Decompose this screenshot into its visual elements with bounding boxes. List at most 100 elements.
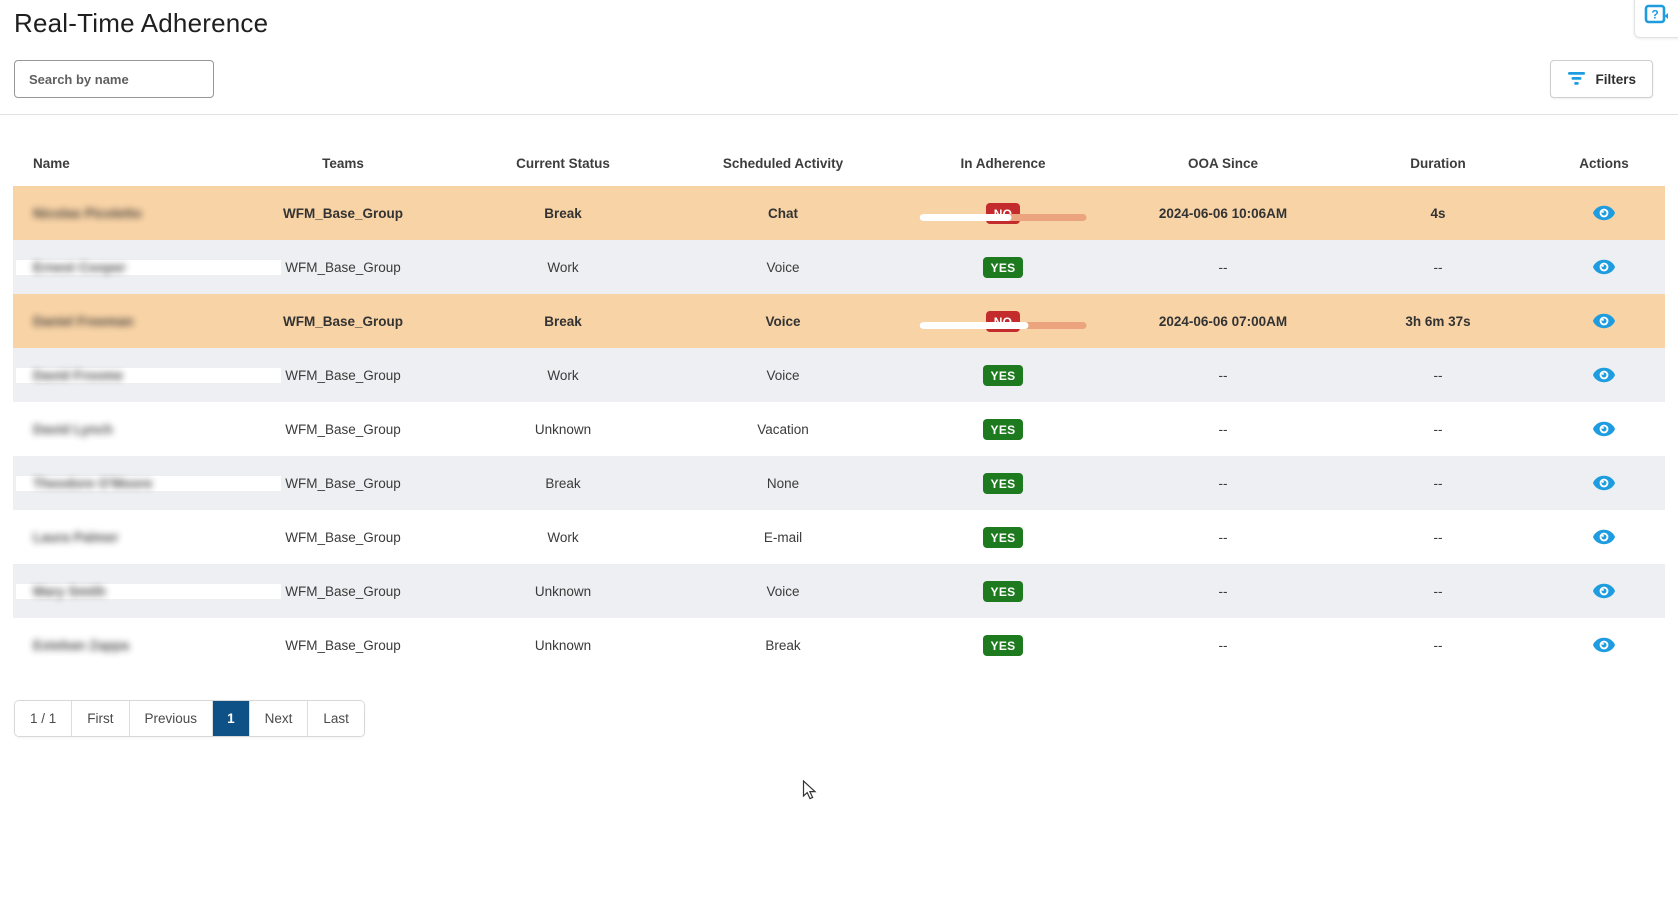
teams-cell: WFM_Base_Group — [285, 421, 401, 437]
first-page-button[interactable]: First — [72, 701, 130, 736]
next-page-button[interactable]: Next — [249, 701, 309, 736]
help-button[interactable]: ? — [1634, 0, 1678, 38]
actions-cell — [1543, 361, 1665, 390]
actions-cell — [1543, 469, 1665, 498]
header-cell-actions: Actions — [1579, 155, 1629, 171]
teams-cell: WFM_Base_Group — [285, 583, 401, 599]
ooa-since-cell: 2024-06-06 07:00AM — [1158, 313, 1288, 329]
activity-cell: Voice — [766, 367, 800, 383]
view-details-button[interactable] — [1590, 253, 1618, 281]
header-cell-current-status: Current Status — [516, 155, 610, 171]
pagination: 1 / 1 First Previous 1 Next Last — [14, 700, 365, 737]
teams-cell: WFM_Base_Group — [285, 637, 401, 653]
status-cell: Break — [544, 205, 582, 221]
name-cell: Nicolas Picoletto — [33, 205, 142, 221]
adherence-cell: YES — [893, 256, 1113, 278]
header-cell-teams: Teams — [322, 155, 364, 171]
eye-icon — [1592, 529, 1616, 552]
view-details-button[interactable] — [1590, 415, 1618, 443]
ooa-since-cell: 2024-06-06 10:06AM — [1158, 205, 1288, 221]
actions-cell — [1543, 631, 1665, 660]
adherence-badge: YES — [982, 472, 1024, 494]
adherence-badge: YES — [982, 526, 1024, 548]
ooa-since-cell: -- — [1218, 475, 1228, 491]
duration-cell: -- — [1433, 259, 1443, 275]
table-row: Theodore O'Moore WFM_Base_Group Break No… — [13, 456, 1665, 510]
view-details-button[interactable] — [1590, 307, 1618, 335]
activity-cell: Voice — [766, 583, 800, 599]
table-row: Mary Smith WFM_Base_Group Unknown Voice … — [13, 564, 1665, 618]
duration-cell: 4s — [1430, 205, 1446, 221]
previous-page-button[interactable]: Previous — [129, 701, 214, 736]
table-row: David Froome WFM_Base_Group Work Voice Y… — [13, 348, 1665, 402]
name-cell: Daniel Freeman — [33, 313, 134, 329]
current-page-button[interactable]: 1 — [213, 701, 250, 736]
table-row: Ernest Cooper WFM_Base_Group Work Voice … — [13, 240, 1665, 294]
adherence-cell: YES — [893, 418, 1113, 440]
toolbar: Filters — [14, 60, 1653, 98]
adherence-badge: YES — [982, 364, 1024, 386]
table-row: Esteban Zappa WFM_Base_Group Unknown Bre… — [13, 618, 1665, 672]
search-input[interactable] — [14, 60, 214, 98]
duration-cell: -- — [1433, 529, 1443, 545]
teams-cell: WFM_Base_Group — [282, 205, 404, 221]
header-cell-ooa-since: OOA Since — [1187, 155, 1259, 171]
filters-button[interactable]: Filters — [1550, 60, 1653, 98]
table-row: Laura Palmer WFM_Base_Group Work E-mail … — [13, 510, 1665, 564]
table-row: David Lynch WFM_Base_Group Unknown Vacat… — [13, 402, 1665, 456]
activity-cell: E-mail — [763, 529, 803, 545]
help-question-icon: ? — [1644, 3, 1668, 32]
name-cell: Theodore O'Moore — [13, 475, 281, 491]
view-details-button[interactable] — [1590, 361, 1618, 389]
adherence-cell: NO — [893, 202, 1113, 224]
activity-cell: Vacation — [757, 421, 809, 437]
page-indicator: 1 / 1 — [15, 701, 73, 736]
actions-cell — [1543, 253, 1665, 282]
teams-cell: WFM_Base_Group — [285, 259, 401, 275]
duration-cell: -- — [1433, 367, 1443, 383]
teams-cell: WFM_Base_Group — [285, 475, 401, 491]
actions-cell — [1543, 199, 1665, 228]
view-details-button[interactable] — [1590, 631, 1618, 659]
duration-cell: -- — [1433, 637, 1443, 653]
name-cell: Laura Palmer — [13, 529, 281, 545]
eye-icon — [1592, 583, 1616, 606]
eye-icon — [1592, 259, 1616, 282]
status-cell: Break — [545, 475, 581, 491]
view-details-button[interactable] — [1590, 523, 1618, 551]
ooa-since-cell: -- — [1218, 421, 1228, 437]
view-details-button[interactable] — [1590, 577, 1618, 605]
last-page-button[interactable]: Last — [308, 701, 364, 736]
adherence-badge: YES — [982, 418, 1024, 440]
adherence-cell: YES — [893, 634, 1113, 656]
filter-icon — [1567, 71, 1586, 88]
status-cell: Unknown — [534, 637, 592, 653]
actions-cell — [1543, 523, 1665, 552]
table-header: Name Teams Current Status Scheduled Acti… — [13, 114, 1665, 186]
ooa-since-cell: -- — [1218, 583, 1228, 599]
activity-cell: Voice — [766, 259, 800, 275]
header-cell-scheduled-activity: Scheduled Activity — [722, 155, 844, 171]
eye-icon — [1592, 475, 1616, 498]
duration-cell: -- — [1433, 583, 1443, 599]
name-cell: David Froome — [13, 367, 281, 383]
table-body: Nicolas Picoletto WFM_Base_Group Break C… — [13, 186, 1665, 672]
eye-icon — [1592, 421, 1616, 444]
view-details-button[interactable] — [1590, 199, 1618, 227]
activity-cell: Voice — [765, 313, 801, 329]
mouse-cursor — [802, 779, 820, 805]
adherence-cell: NO — [893, 310, 1113, 332]
header-cell-duration: Duration — [1410, 155, 1466, 171]
activity-cell: None — [766, 475, 800, 491]
name-cell: Mary Smith — [13, 583, 281, 599]
status-cell: Work — [547, 367, 579, 383]
adherence-cell: YES — [893, 580, 1113, 602]
activity-cell: Chat — [768, 205, 798, 221]
filters-button-label: Filters — [1595, 71, 1636, 87]
status-cell: Work — [547, 259, 579, 275]
teams-cell: WFM_Base_Group — [285, 367, 401, 383]
table-row: Daniel Freeman WFM_Base_Group Break Voic… — [13, 294, 1665, 348]
activity-cell: Break — [765, 637, 801, 653]
view-details-button[interactable] — [1590, 469, 1618, 497]
duration-cell: -- — [1433, 421, 1443, 437]
